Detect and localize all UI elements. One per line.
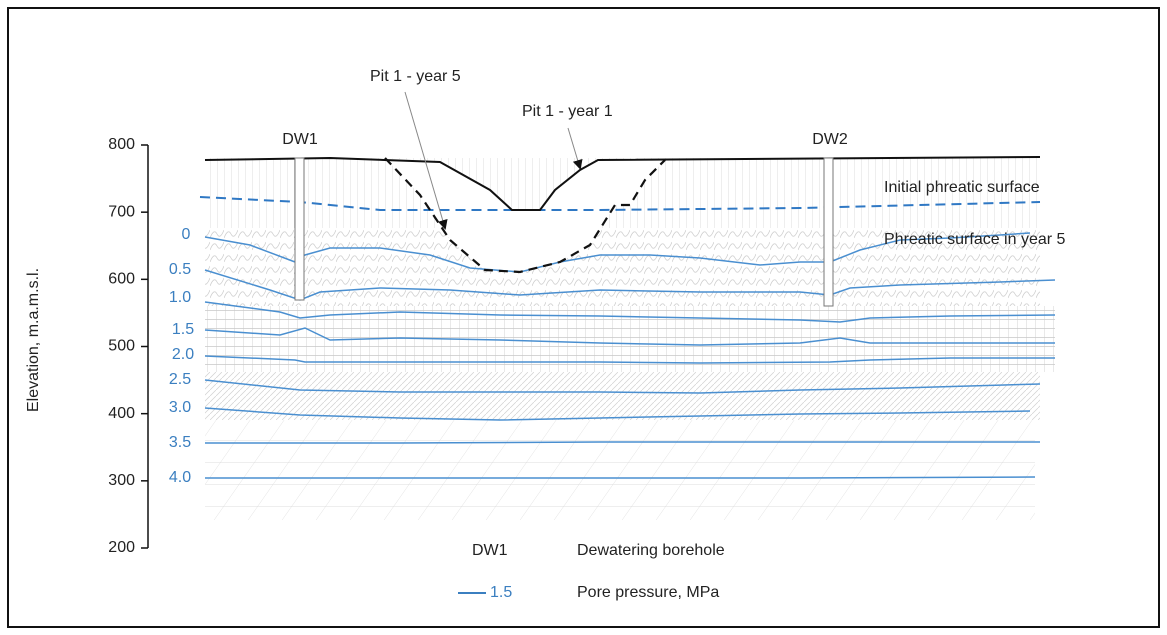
contour-line [204,407,1031,421]
contour-label: 0 [182,226,191,243]
y-tick-label: 500 [108,338,135,355]
legend-symbol: 1.5 [490,584,512,601]
y-tick-label: 400 [108,405,135,422]
annotation: DW1 [282,131,318,148]
contour-label: 3.0 [169,399,191,416]
contour-label: 1.5 [172,321,194,338]
contour-line [204,301,1056,323]
annotation: Pit 1 - year 5 [370,68,461,85]
y-tick-label: 300 [108,472,135,489]
contour-label: 3.5 [169,434,191,451]
leader-year5 [404,91,448,230]
contour-line [204,232,1031,273]
annotation: DW2 [812,131,848,148]
contour-label: 1.0 [169,289,191,306]
strata [205,158,1055,520]
contour-line [204,355,1055,364]
axis-label: Elevation, m.a.m.s.l. [25,268,42,412]
contour-line [205,441,1040,444]
pit-year5-line [384,157,666,274]
annotation: Phreatic surface in year 5 [884,231,1066,248]
annotation: Initial phreatic surface [884,179,1040,196]
legend-symbol: DW1 [472,542,508,559]
leader-year1 [567,127,583,170]
y-tick-label: 200 [108,539,135,556]
contour-line [204,327,1055,346]
pore-pressure-contours [204,232,1056,479]
contour-label: 2.5 [169,371,191,388]
pit-year1-line [204,156,1041,211]
y-tick-label: 600 [108,271,135,288]
contour-label: 4.0 [169,469,191,486]
annotation: Pit 1 - year 1 [522,103,613,120]
legend-text: Dewatering borehole [577,542,725,559]
contour-line [204,269,1056,301]
contour-label: 0.5 [169,261,191,278]
legend-text: Pore pressure, MPa [577,584,719,601]
y-tick-label: 700 [108,203,135,220]
initial-phreatic-line [199,196,1041,211]
borehole-dw1 [294,157,305,301]
contour-line [204,379,1041,394]
contour-label: 2.0 [172,346,194,363]
y-tick-label: 800 [108,136,135,153]
frame [7,7,1160,628]
contour-line [205,476,1036,479]
borehole-dw2 [823,157,834,307]
